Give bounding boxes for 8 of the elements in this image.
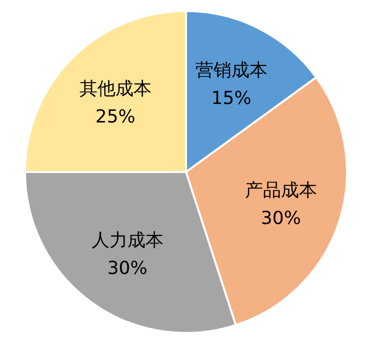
slice-label: 人力成本 (91, 230, 164, 251)
data-label: 30% (260, 208, 301, 229)
data-label: 25% (95, 106, 136, 128)
slice-label: 其他成本 (79, 78, 152, 100)
data-label: 30% (107, 258, 148, 279)
data-label: 15% (211, 88, 252, 110)
slice-label: 产品成本 (244, 180, 317, 201)
slice-label: 营销成本 (195, 60, 268, 82)
